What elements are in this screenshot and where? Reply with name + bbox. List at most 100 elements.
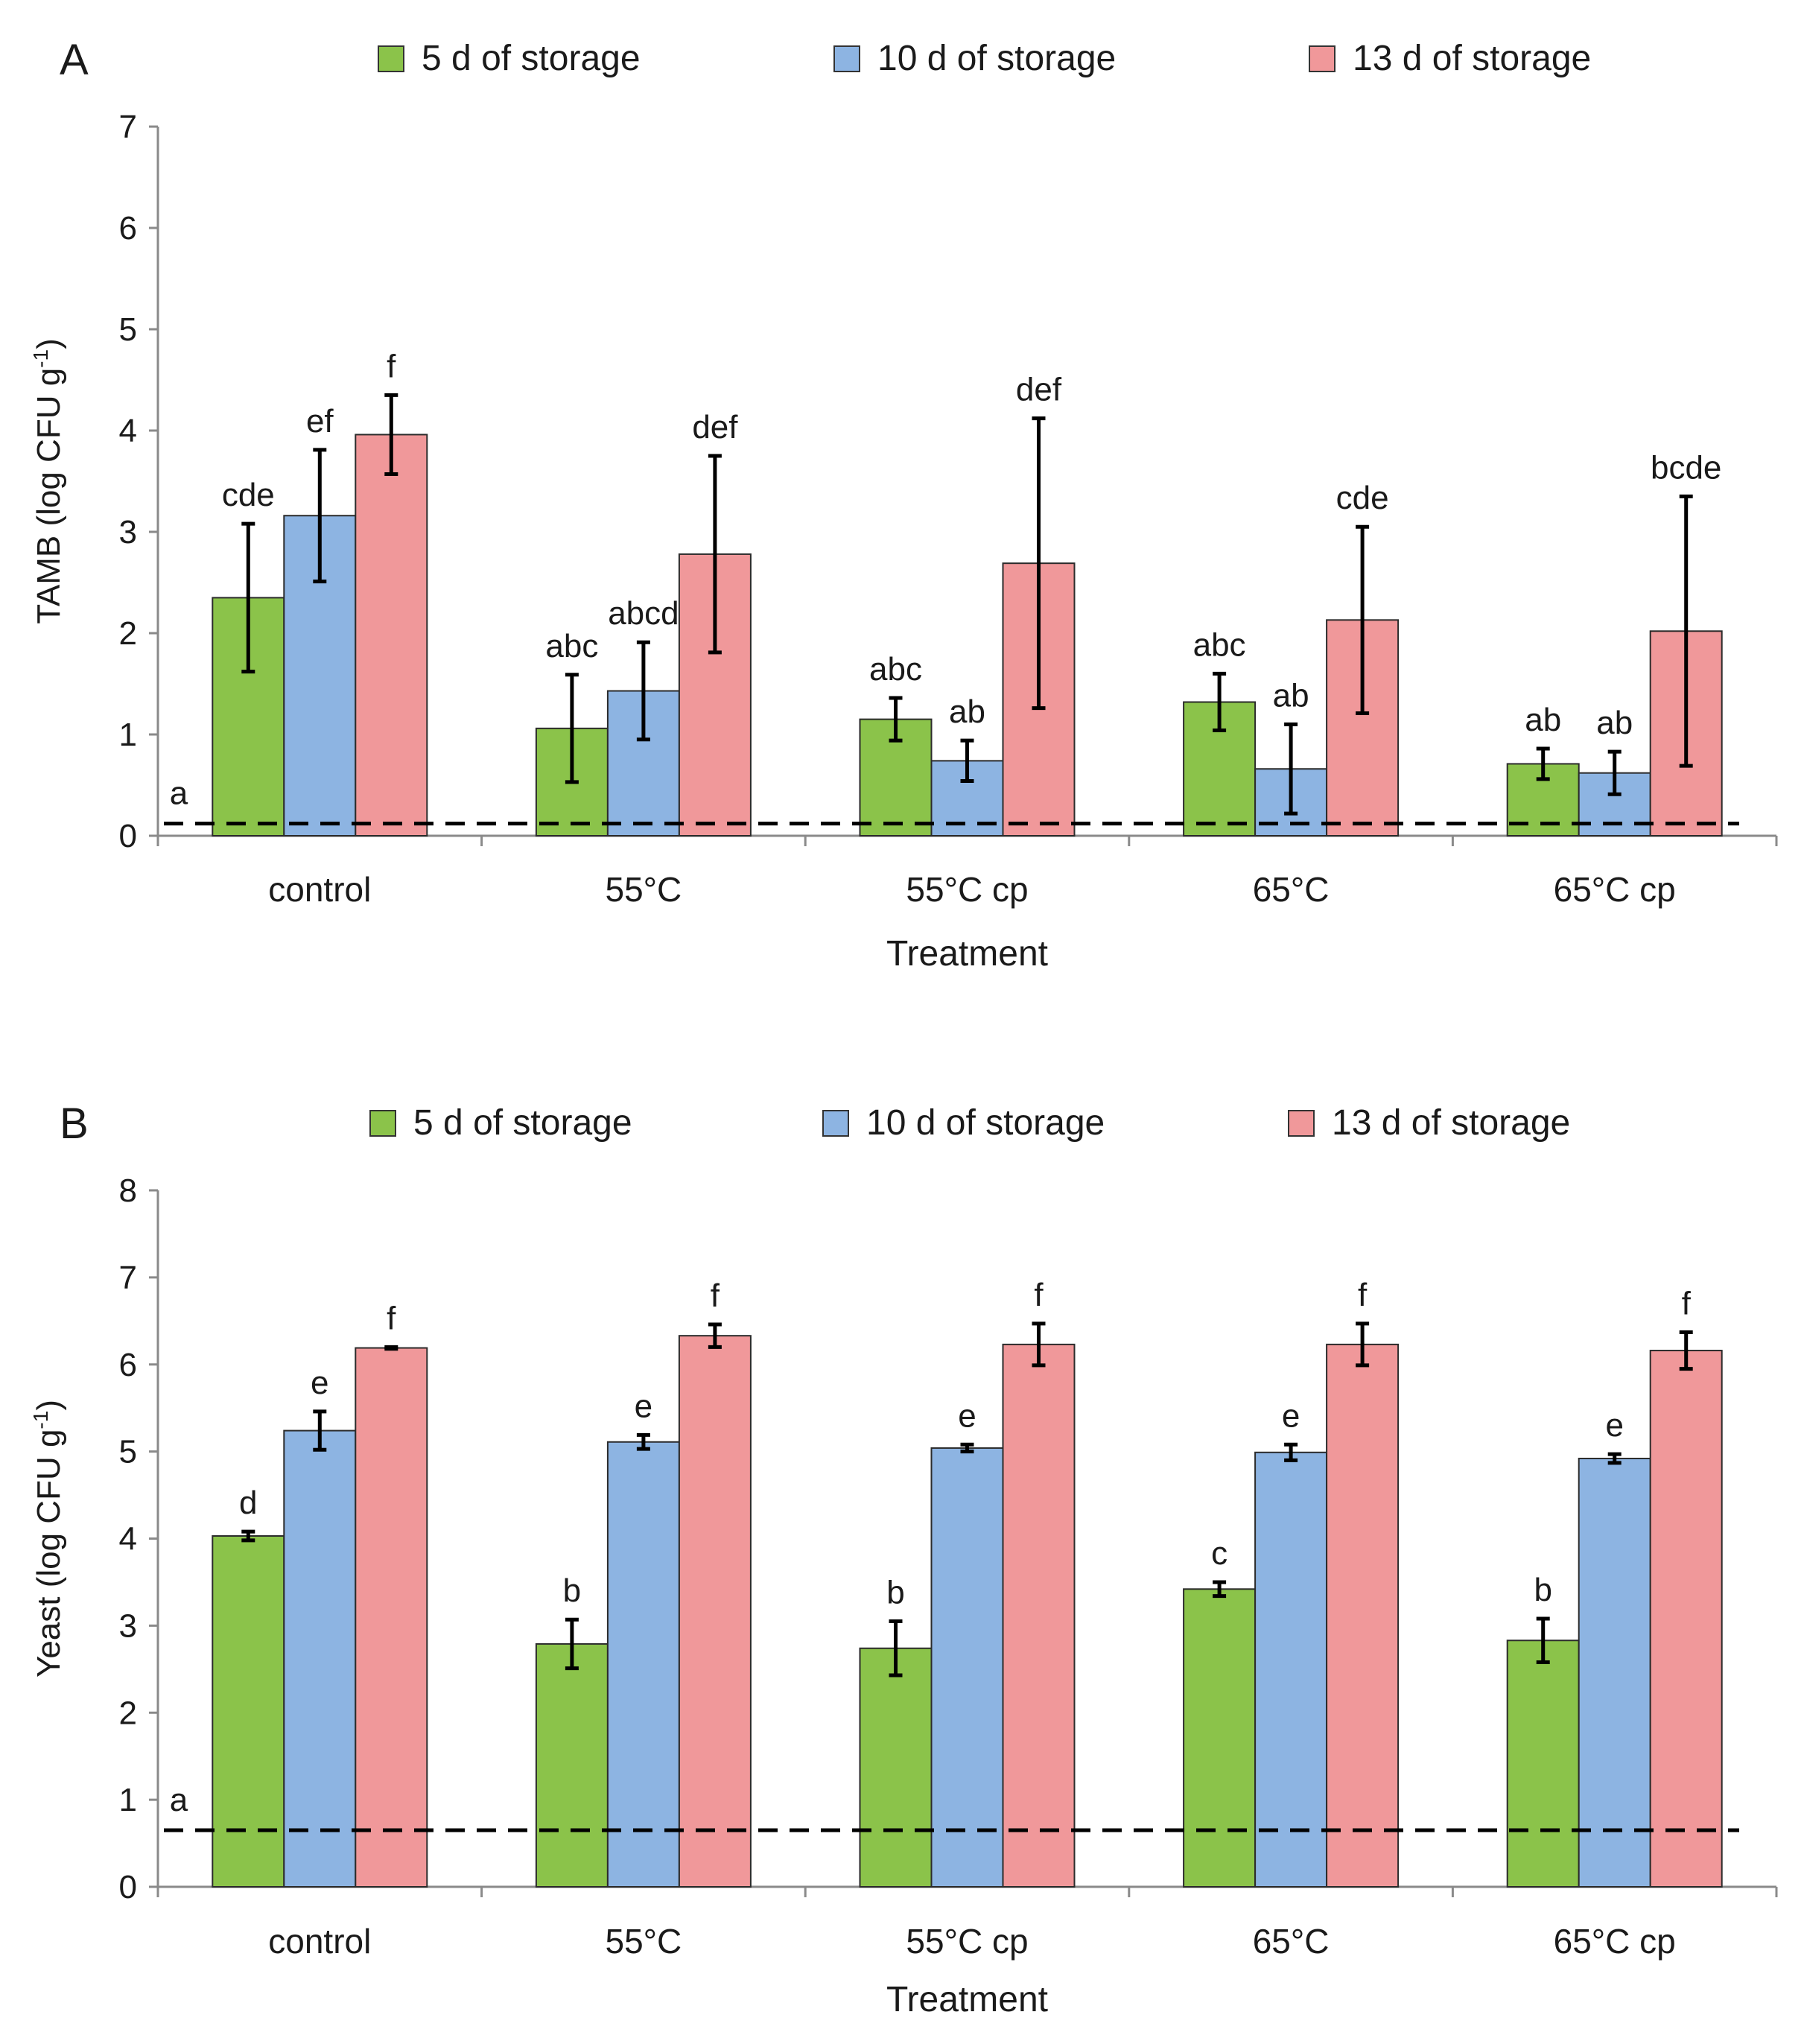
bar bbox=[212, 1534, 285, 1888]
legend-label: 5 d of storage bbox=[413, 1103, 632, 1143]
legend-entry: 5 d of storage bbox=[378, 39, 641, 78]
significance-letter: f bbox=[1682, 1286, 1692, 1322]
significance-letter: def bbox=[1016, 372, 1062, 408]
y-axis-label-end: ) bbox=[31, 1400, 67, 1411]
error-bar bbox=[708, 454, 722, 655]
significance-letter: e bbox=[311, 1365, 328, 1401]
legend-label: 10 d of storage bbox=[877, 39, 1116, 78]
significance-letter: ab bbox=[1273, 677, 1309, 714]
error-bar bbox=[708, 1322, 722, 1349]
legend-swatch bbox=[822, 1110, 849, 1137]
y-axis-label-text: Yeast (log CFU g bbox=[31, 1429, 67, 1678]
y-tick-label: 2 bbox=[119, 615, 137, 652]
y-tick-label: 5 bbox=[119, 311, 137, 348]
chart-panel-a: A 5 d of storage 10 d of storage 13 d of st… bbox=[29, 36, 1778, 974]
detection-limit-label: a bbox=[170, 1782, 188, 1818]
error-bar bbox=[1679, 494, 1693, 768]
bar bbox=[1326, 1343, 1400, 1888]
significance-letter: b bbox=[886, 1575, 904, 1611]
y-tick-label: 1 bbox=[119, 1782, 137, 1818]
error-bar bbox=[1356, 524, 1370, 715]
error-bar bbox=[636, 1432, 650, 1451]
error-bar bbox=[889, 696, 903, 743]
error-bar bbox=[313, 1409, 327, 1452]
y-tick-label: 7 bbox=[119, 1260, 137, 1296]
significance-letter: f bbox=[711, 1278, 720, 1314]
error-bar bbox=[1607, 1452, 1622, 1465]
y-tick-label: 8 bbox=[119, 1172, 137, 1209]
significance-letter: ab bbox=[949, 694, 985, 730]
bar bbox=[930, 1447, 1004, 1888]
y-tick-label: 2 bbox=[119, 1695, 137, 1731]
legend-entry: 13 d of storage bbox=[1309, 39, 1591, 78]
significance-letter: abc bbox=[869, 651, 922, 688]
bar bbox=[1254, 1451, 1328, 1888]
y-tick-label: 0 bbox=[119, 1869, 137, 1905]
panel-label: A bbox=[60, 36, 89, 84]
significance-letter: ab bbox=[1596, 705, 1633, 741]
y-axis-label: Yeast (log CFU g-1) bbox=[29, 1400, 67, 1678]
bar bbox=[1506, 1640, 1580, 1888]
error-bar bbox=[1213, 671, 1227, 733]
bar bbox=[1578, 1457, 1651, 1888]
legend-swatch bbox=[378, 45, 404, 72]
x-tick-label: 65°C bbox=[1253, 1922, 1330, 1961]
chart-panel-b: B 5 d of storage 10 d of storage 13 d of st… bbox=[29, 1099, 1778, 2019]
error-bar bbox=[889, 1619, 903, 1678]
x-tick-label: control bbox=[268, 1922, 371, 1961]
y-axis-label-text: TAMB (log CFU g bbox=[31, 368, 67, 624]
error-bar bbox=[1536, 746, 1550, 781]
bar bbox=[678, 1335, 752, 1888]
significance-letter: ef bbox=[306, 403, 334, 439]
legend-entry: 10 d of storage bbox=[833, 39, 1116, 78]
x-tick-label: 65°C cp bbox=[1554, 1922, 1676, 1961]
error-bar bbox=[241, 1529, 255, 1543]
significance-letter: b bbox=[563, 1572, 581, 1609]
significance-letter: f bbox=[387, 1300, 396, 1336]
bar bbox=[1183, 1588, 1257, 1888]
significance-letter: abcd bbox=[608, 595, 679, 632]
error-bar bbox=[384, 393, 398, 476]
legend-entry: 10 d of storage bbox=[822, 1103, 1105, 1143]
error-bar bbox=[636, 640, 650, 742]
y-axis-label-end: ) bbox=[31, 338, 67, 349]
y-tick-label: 4 bbox=[119, 413, 137, 449]
panel-label: B bbox=[60, 1099, 89, 1148]
error-bar bbox=[241, 521, 255, 674]
error-bar bbox=[313, 448, 327, 584]
significance-letter: c bbox=[1211, 1535, 1227, 1572]
significance-letter: ab bbox=[1525, 702, 1561, 738]
error-bar bbox=[1032, 416, 1046, 711]
legend-swatch bbox=[833, 45, 860, 72]
x-tick-label: 55°C cp bbox=[906, 1922, 1028, 1961]
significance-letter: cde bbox=[222, 477, 275, 513]
significance-letter: d bbox=[239, 1485, 257, 1521]
significance-letter: e bbox=[1605, 1407, 1623, 1444]
bar bbox=[283, 1429, 357, 1888]
legend-label: 13 d of storage bbox=[1332, 1103, 1570, 1143]
legend-label: 10 d of storage bbox=[866, 1103, 1105, 1143]
significance-letter: e bbox=[958, 1397, 976, 1434]
significance-letter: f bbox=[387, 348, 396, 384]
legend-label: 5 d of storage bbox=[422, 39, 641, 78]
error-bar bbox=[1679, 1330, 1693, 1371]
error-bar bbox=[1213, 1580, 1227, 1599]
error-bar bbox=[1284, 722, 1298, 816]
y-tick-label: 0 bbox=[119, 818, 137, 854]
significance-letter: cde bbox=[1336, 480, 1389, 516]
x-tick-label: 65°C cp bbox=[1554, 870, 1676, 909]
legend-entry: 5 d of storage bbox=[369, 1103, 632, 1143]
bar bbox=[355, 1347, 428, 1888]
error-bar bbox=[1032, 1321, 1046, 1368]
y-tick-label: 5 bbox=[119, 1434, 137, 1470]
error-bar bbox=[1607, 749, 1622, 796]
x-axis-label: Treatment bbox=[886, 934, 1048, 974]
y-axis-label-sup: -1 bbox=[29, 349, 52, 368]
y-axis-label: TAMB (log CFU g-1) bbox=[29, 338, 67, 623]
significance-letter: f bbox=[1358, 1277, 1368, 1313]
bar bbox=[1649, 1350, 1723, 1888]
y-axis-label-sup: -1 bbox=[29, 1411, 52, 1429]
x-tick-label: control bbox=[268, 870, 371, 909]
error-bar bbox=[960, 1442, 974, 1454]
